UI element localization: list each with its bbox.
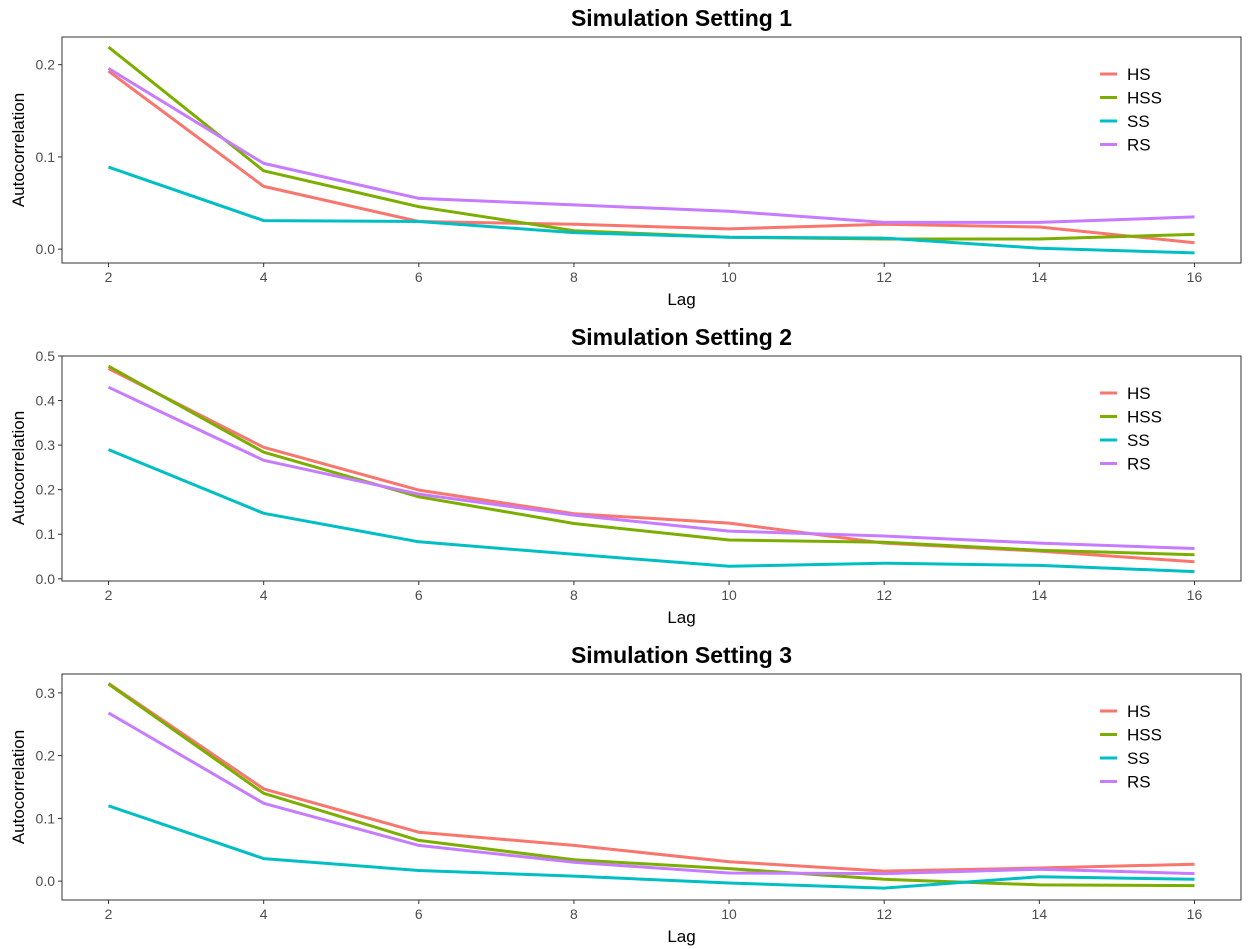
chart-panel-3: Simulation Setting 3 2 4 6 8 10 12 14 16 0.0 0.1 0.… bbox=[9, 642, 1242, 946]
y-tick-label: 0.0 bbox=[36, 873, 56, 889]
legend-label-ss: SS bbox=[1127, 112, 1150, 131]
legend: HS HSS SS RS bbox=[1100, 702, 1162, 792]
y-tick-label: 0.1 bbox=[36, 810, 56, 826]
legend-label-rs: RS bbox=[1127, 455, 1151, 474]
plot-frame bbox=[61, 36, 1242, 264]
y-tick-label: 0.0 bbox=[36, 571, 56, 587]
y-tick-label: 0.4 bbox=[36, 393, 56, 409]
x-tick-label: 12 bbox=[876, 269, 892, 285]
x-tick-label: 14 bbox=[1032, 587, 1048, 603]
x-tick-label: 4 bbox=[260, 906, 268, 922]
y-tick-label: 0.2 bbox=[36, 482, 56, 498]
series-line-hss bbox=[107, 364, 1195, 557]
x-tick-label: 16 bbox=[1187, 587, 1203, 603]
y-tick-label: 0.3 bbox=[36, 437, 56, 453]
x-axis-title: Lag bbox=[667, 608, 695, 627]
x-tick-label: 4 bbox=[260, 587, 268, 603]
y-axis-title: Autocorrelation bbox=[9, 411, 28, 525]
series-line-rs bbox=[107, 67, 1195, 224]
series-line-ss bbox=[108, 165, 1195, 255]
y-tick-label: 0.0 bbox=[36, 241, 56, 257]
x-tick-label: 8 bbox=[570, 269, 578, 285]
x-tick-label: 10 bbox=[721, 269, 737, 285]
x-tick-label: 2 bbox=[105, 906, 113, 922]
y-axis-title: Autocorrelation bbox=[9, 93, 28, 207]
series-line-hss bbox=[107, 45, 1195, 241]
legend-label-hs: HS bbox=[1127, 65, 1151, 84]
x-tick-label: 12 bbox=[876, 587, 892, 603]
x-tick-label: 14 bbox=[1032, 269, 1048, 285]
y-tick-label: 0.2 bbox=[36, 748, 56, 764]
plot-frame bbox=[61, 673, 1242, 901]
series-line-ss bbox=[108, 804, 1195, 890]
x-tick-label: 16 bbox=[1187, 906, 1203, 922]
x-tick-label: 6 bbox=[415, 587, 423, 603]
plot-frame bbox=[61, 355, 1242, 582]
legend: HS HSS SS RS bbox=[1100, 65, 1162, 155]
x-axis-title: Lag bbox=[667, 927, 695, 946]
x-tick-label: 10 bbox=[721, 906, 737, 922]
legend-label-hs: HS bbox=[1127, 384, 1151, 403]
chart-panel-2: Simulation Setting 2 2 4 6 8 10 12 14 16 0.0 0.1 0.… bbox=[9, 324, 1242, 627]
x-tick-label: 6 bbox=[415, 906, 423, 922]
series-line-ss bbox=[107, 448, 1195, 574]
series-line-hss bbox=[107, 682, 1195, 888]
y-tick-label: 0.1 bbox=[36, 149, 56, 165]
series-line-hs bbox=[107, 682, 1195, 873]
chart-title: Simulation Setting 1 bbox=[571, 5, 792, 31]
legend-label-ss: SS bbox=[1127, 431, 1150, 450]
y-tick-label: 0.2 bbox=[36, 57, 56, 73]
x-tick-label: 12 bbox=[876, 906, 892, 922]
y-tick-label: 0.5 bbox=[36, 348, 56, 364]
y-axis-title: Autocorrelation bbox=[9, 730, 28, 844]
series-line-rs bbox=[107, 385, 1195, 550]
legend-label-ss: SS bbox=[1127, 749, 1150, 768]
legend-label-hss: HSS bbox=[1127, 89, 1162, 108]
chart-title: Simulation Setting 2 bbox=[571, 324, 792, 350]
y-tick-label: 0.3 bbox=[36, 685, 56, 701]
series-line-rs bbox=[107, 711, 1195, 876]
chart-panel-1: Simulation Setting 1 2 4 6 8 10 12 14 16 0.0 0.1 0.… bbox=[9, 5, 1242, 309]
x-tick-label: 16 bbox=[1187, 269, 1203, 285]
legend-label-hss: HSS bbox=[1127, 408, 1162, 427]
legend-label-hs: HS bbox=[1127, 702, 1151, 721]
x-tick-label: 2 bbox=[105, 587, 113, 603]
y-tick-label: 0.1 bbox=[36, 526, 56, 542]
x-tick-label: 6 bbox=[415, 269, 423, 285]
series-line-hs bbox=[107, 69, 1195, 245]
legend: HS HSS SS RS bbox=[1100, 384, 1162, 474]
x-tick-label: 8 bbox=[570, 587, 578, 603]
x-axis-title: Lag bbox=[667, 290, 695, 309]
legend-label-rs: RS bbox=[1127, 136, 1151, 155]
legend-label-hss: HSS bbox=[1127, 726, 1162, 745]
chart-title: Simulation Setting 3 bbox=[571, 642, 792, 668]
x-tick-label: 14 bbox=[1032, 906, 1048, 922]
x-tick-label: 10 bbox=[721, 587, 737, 603]
x-tick-label: 8 bbox=[570, 906, 578, 922]
x-tick-label: 2 bbox=[105, 269, 113, 285]
x-tick-label: 4 bbox=[260, 269, 268, 285]
legend-label-rs: RS bbox=[1127, 773, 1151, 792]
